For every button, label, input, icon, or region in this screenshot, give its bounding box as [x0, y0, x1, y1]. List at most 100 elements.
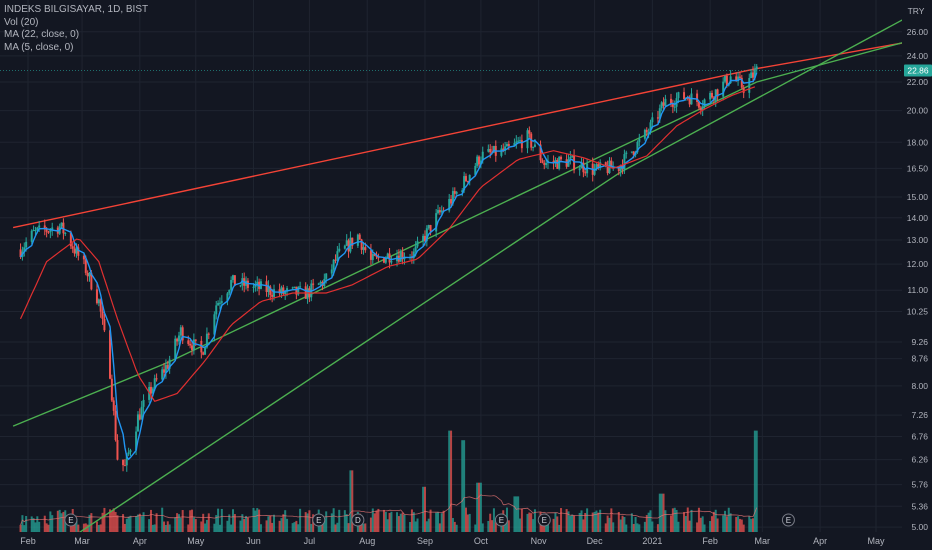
volume-bar [416, 518, 419, 532]
candle-body [455, 192, 458, 194]
candle-body [448, 199, 451, 211]
event-marker-label: E [68, 516, 73, 525]
volume-bar [243, 518, 246, 532]
volume-bar [135, 515, 138, 532]
volume-bar [101, 512, 104, 532]
volume-bar [88, 514, 91, 532]
chart-legend: INDEKS BILGISAYAR, 1D, BIST Vol (20) MA … [4, 4, 148, 54]
volume-bar [176, 513, 179, 532]
volume-bar [597, 512, 600, 532]
candle-body [43, 225, 46, 230]
volume-bar [533, 509, 536, 532]
candle-body [187, 340, 190, 344]
ma22-indicator-label[interactable]: MA (22, close, 0) [4, 29, 80, 40]
ma5-indicator-label[interactable]: MA (5, close, 0) [4, 41, 74, 53]
candle-body [364, 247, 367, 251]
time-tick-label: Apr [133, 536, 147, 546]
candle-body [683, 92, 686, 99]
candle-body [593, 168, 596, 175]
volume-bar [62, 511, 65, 532]
volume-bar [636, 523, 639, 532]
candle-body [164, 365, 167, 373]
volume-bar [412, 512, 415, 532]
volume-bar [710, 516, 713, 532]
candle-body [425, 228, 428, 242]
volume-bar [466, 514, 469, 532]
candle-body [543, 162, 546, 165]
candle-body [82, 255, 85, 260]
volume-bar [338, 509, 341, 532]
candle-body [88, 272, 91, 277]
volume-bar [388, 512, 391, 532]
volume-bar [489, 513, 492, 532]
volume-bar [56, 510, 59, 532]
time-tick-label: Feb [20, 536, 36, 546]
volume-bar [174, 517, 177, 532]
volume-bar [142, 512, 145, 532]
candle-body [662, 102, 665, 106]
candle-body [135, 431, 138, 451]
volume-bar [468, 513, 471, 532]
candle-body [651, 117, 654, 123]
volume-bar [634, 516, 637, 532]
volume-bar [519, 518, 522, 532]
candle-body [753, 69, 756, 78]
symbol-title[interactable]: INDEKS BILGISAYAR, 1D, BIST [4, 4, 149, 15]
candle-body [73, 248, 76, 254]
volume-bar [671, 508, 674, 532]
volume-bar [742, 524, 745, 532]
volume-bar [435, 512, 438, 532]
candle-body [463, 176, 466, 191]
volume-bar [450, 430, 453, 532]
candle-body [401, 252, 404, 260]
candle-body [213, 314, 216, 335]
candle-body [297, 287, 300, 295]
volume-bar [617, 511, 620, 532]
candle-body [267, 286, 270, 292]
volume-bar [226, 520, 229, 532]
volume-bar [643, 521, 646, 532]
volume-bar [189, 510, 192, 532]
volume-bar [191, 509, 194, 532]
candle-body [489, 148, 492, 153]
candle-body [513, 142, 516, 147]
candle-body [580, 162, 583, 169]
volume-bar [382, 509, 385, 532]
volume-bar [233, 514, 236, 532]
candle-body [582, 162, 585, 173]
event-marker-circle [351, 513, 365, 527]
volume-bar [384, 512, 387, 532]
candle-body [697, 101, 700, 108]
candle-body [412, 251, 415, 258]
volume-bar [129, 515, 132, 532]
volume-bar [282, 514, 285, 532]
time-tick-label: Mar [74, 536, 90, 546]
event-marker: E [494, 513, 508, 527]
candle-body [116, 440, 119, 460]
last-price-tag [904, 64, 932, 77]
price-tick-label: 8.76 [911, 354, 928, 364]
candle-body [99, 299, 102, 312]
candle-body [129, 450, 132, 453]
candle-body [571, 155, 574, 158]
volume-bar [140, 516, 143, 532]
candle-body [284, 291, 287, 294]
candle-body [51, 227, 54, 230]
volume-bar [228, 514, 231, 532]
candle-body [474, 165, 477, 175]
volume-bar [494, 522, 497, 532]
volume-bar [179, 517, 182, 532]
price-tick-label: 12.00 [907, 259, 929, 269]
candle-body [696, 93, 699, 102]
volume-bar [520, 508, 523, 532]
volume-bar [241, 514, 244, 532]
candle-body [569, 157, 572, 160]
volume-indicator-label[interactable]: Vol (20) [4, 16, 39, 28]
price-tick-label: 14.00 [907, 213, 929, 223]
volume-bar [334, 524, 337, 532]
price-tick-label: 22.00 [907, 77, 929, 87]
price-tick-label: 6.26 [911, 455, 928, 465]
candle-body [109, 330, 112, 379]
candle-body [519, 140, 522, 142]
